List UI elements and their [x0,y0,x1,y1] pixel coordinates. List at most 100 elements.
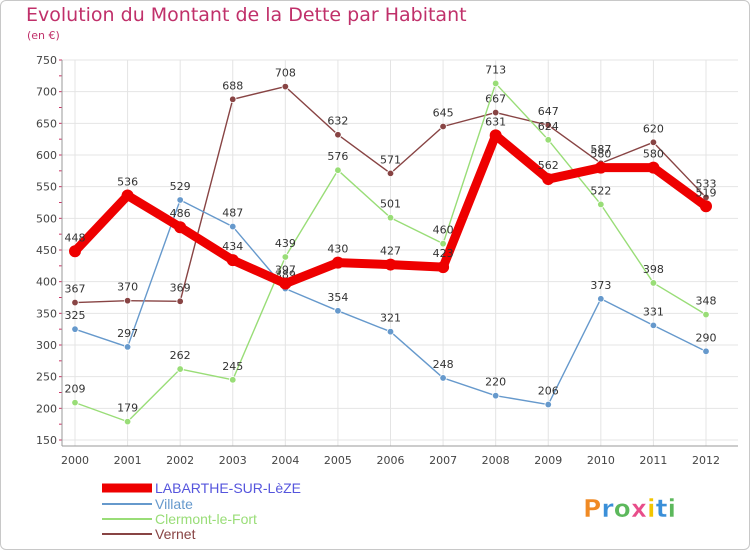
legend-label: Villate [155,496,193,512]
data-point [544,121,552,129]
data-point [649,321,658,330]
data-label: 713 [485,63,506,76]
y-tick-label: 200 [36,402,57,415]
data-point [386,169,395,178]
data-label: 245 [222,360,243,373]
data-point [597,295,605,303]
data-point [386,328,395,336]
y-tick-label: 600 [36,149,57,162]
series-labarthe-sur-l-ze: 448 536 486 434 397 430 427 423 631 562 580 580 519 [65,115,717,290]
data-label: 369 [170,281,191,294]
series-clermont-le-fort: 209 179 262 245 439 576 501 460 713 624 522 398 348 [65,63,717,426]
data-point [702,310,710,319]
data-point [71,398,79,407]
data-label: 325 [65,309,86,322]
data-point [331,256,344,269]
y-tick-label: 300 [36,339,57,352]
data-label: 297 [117,327,138,340]
data-label: 321 [380,312,401,325]
y-tick-label: 700 [36,86,57,99]
data-point [439,374,447,382]
data-point [176,196,184,204]
x-tick-label: 2011 [639,454,667,467]
y-tick-label: 650 [36,117,57,130]
x-tick-label: 2012 [692,454,720,467]
x-tick-label: 2007 [429,454,457,467]
data-label: 645 [433,107,454,120]
data-label: 179 [117,402,138,415]
y-tick-label: 250 [36,371,57,384]
data-point [174,221,187,234]
data-point [71,298,79,307]
x-tick-label: 2000 [61,454,89,467]
data-point [176,297,184,305]
data-point [386,213,395,222]
y-tick-label: 750 [36,54,57,67]
data-label: 533 [696,177,717,190]
data-point [700,200,712,213]
data-label: 448 [65,231,86,244]
data-label: 348 [696,295,717,308]
data-label: 370 [117,281,138,294]
x-tick-label: 2006 [377,454,405,467]
data-point [226,254,239,267]
data-point [491,391,500,400]
data-point [491,108,500,117]
x-tick-label: 2003 [219,454,247,467]
data-point [437,261,450,274]
data-label: 397 [275,264,296,277]
data-label: 434 [222,240,243,253]
data-label: 354 [327,291,348,304]
data-label: 367 [65,283,86,296]
data-point [439,122,447,131]
data-label: 439 [275,237,296,250]
data-label: 632 [327,115,348,128]
data-point [229,222,237,231]
data-point [544,136,552,144]
data-point [647,161,660,174]
data-label: 667 [485,93,506,106]
data-label: 373 [590,279,611,292]
x-tick-label: 2008 [482,454,510,467]
data-label: 331 [643,305,664,318]
data-label: 580 [643,148,664,161]
data-label: 427 [380,245,401,258]
data-label: 708 [275,67,296,80]
data-point [384,258,397,271]
data-label: 220 [485,376,506,389]
y-tick-label: 350 [36,307,57,320]
data-label: 206 [538,385,559,398]
data-label: 248 [433,358,454,371]
series-vernet: 367 370 369 688 708 632 571 645 667 647 587 620 533 [65,67,717,307]
x-tick-label: 2002 [166,454,194,467]
data-point [123,417,132,426]
data-point [279,277,292,290]
data-point [123,343,132,351]
data-label: 430 [327,243,348,256]
data-label: 398 [643,263,664,276]
x-tick-label: 2010 [587,454,615,467]
y-tick-label: 400 [36,276,57,289]
data-label: 536 [117,176,138,189]
data-label: 209 [65,383,86,396]
data-point [69,245,81,258]
data-point [491,79,500,88]
y-tick-label: 500 [36,212,57,225]
chart-title: Evolution du Montant de la Dette par Hab… [26,4,467,26]
data-point [702,347,710,356]
data-point [544,400,552,409]
data-point [649,279,658,287]
data-label: 580 [590,148,611,161]
data-point [542,173,555,186]
x-tick-label: 2004 [271,454,299,467]
data-label: 423 [433,247,454,260]
data-point [281,253,290,261]
data-point [489,129,502,142]
data-label: 571 [380,153,401,166]
chart-subtitle: (en €) [27,29,60,42]
data-label: 562 [538,159,559,172]
data-point [597,200,605,209]
x-tick-label: 2009 [534,454,562,467]
data-label: 587 [590,143,611,156]
